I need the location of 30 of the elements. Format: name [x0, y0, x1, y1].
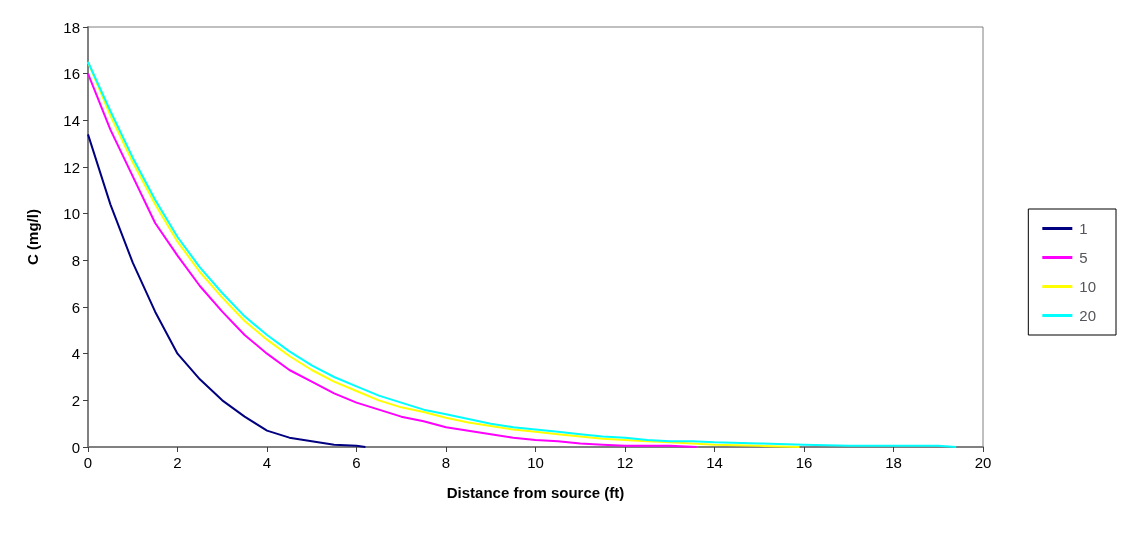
x-tick-label: 14 [706, 454, 723, 471]
x-tick-label: 8 [441, 454, 451, 471]
legend-label: 20 [1079, 307, 1096, 324]
x-tick-label: 18 [885, 454, 902, 471]
x-axis-title: Distance from source (ft) [446, 484, 625, 501]
x-tick-label: 2 [173, 454, 182, 471]
y-tick-label: 8 [71, 251, 80, 269]
y-tick-label: 2 [71, 391, 80, 409]
x-tick-label: 20 [974, 454, 992, 471]
y-tick-label: 0 [71, 438, 80, 456]
line-series [87, 61, 958, 448]
x-tick-label: 12 [616, 454, 634, 471]
legend-label: 1 [1079, 220, 1088, 237]
legend-label: 10 [1079, 278, 1096, 295]
y-tick-label: 14 [63, 111, 80, 129]
y-tick-label: 18 [63, 18, 80, 36]
y-tick-label: 4 [71, 345, 80, 363]
line-series [87, 133, 367, 448]
x-tick-label: 6 [352, 454, 361, 471]
x-tick-label: 4 [262, 454, 272, 471]
x-tick-label: 0 [83, 454, 93, 471]
x-tick-label: 10 [527, 454, 544, 471]
y-tick-label: 10 [63, 205, 80, 223]
line-series [87, 72, 698, 448]
y-tick-label: 12 [63, 158, 80, 176]
y-axis-title: C (mg/l) [24, 209, 41, 265]
x-tick-label: 16 [795, 454, 813, 471]
y-tick-label: 6 [71, 298, 80, 316]
y-tick-label: 16 [63, 65, 80, 83]
legend-label: 5 [1079, 249, 1088, 266]
